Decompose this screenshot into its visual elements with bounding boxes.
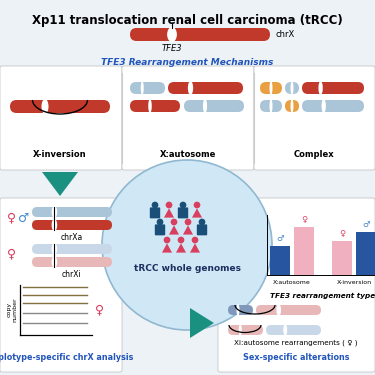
FancyBboxPatch shape	[228, 325, 263, 335]
FancyBboxPatch shape	[32, 207, 112, 217]
Circle shape	[164, 237, 170, 243]
Text: ♀: ♀	[301, 214, 307, 223]
Polygon shape	[164, 209, 174, 218]
FancyBboxPatch shape	[32, 257, 112, 267]
Circle shape	[157, 219, 164, 225]
Bar	[270, 246, 290, 275]
Polygon shape	[190, 308, 214, 338]
Text: Xi:autosome rearrangements ( ♀ ): Xi:autosome rearrangements ( ♀ )	[234, 340, 358, 346]
Ellipse shape	[188, 81, 193, 95]
Circle shape	[192, 237, 198, 243]
Ellipse shape	[321, 99, 326, 113]
Text: tRCC whole genomes: tRCC whole genomes	[134, 264, 240, 273]
FancyBboxPatch shape	[266, 325, 321, 335]
Text: chrX: chrX	[276, 30, 295, 39]
Circle shape	[102, 160, 272, 330]
Circle shape	[171, 219, 177, 225]
Ellipse shape	[52, 256, 57, 268]
FancyBboxPatch shape	[285, 100, 299, 112]
Ellipse shape	[318, 81, 323, 95]
Ellipse shape	[237, 304, 240, 316]
Text: Sex-specific alterations: Sex-specific alterations	[243, 353, 349, 362]
FancyBboxPatch shape	[0, 198, 122, 372]
FancyBboxPatch shape	[197, 224, 207, 236]
Text: TFE3: TFE3	[162, 44, 182, 53]
FancyBboxPatch shape	[254, 66, 375, 170]
FancyBboxPatch shape	[32, 220, 112, 230]
Text: X-inversion: X-inversion	[336, 280, 372, 285]
Polygon shape	[42, 172, 78, 196]
Text: ♂: ♂	[18, 211, 30, 225]
FancyBboxPatch shape	[122, 66, 254, 170]
Text: ♀: ♀	[8, 211, 16, 225]
Ellipse shape	[276, 304, 281, 316]
Ellipse shape	[291, 81, 294, 95]
Text: TFE3 Rearrangement Mechanisms: TFE3 Rearrangement Mechanisms	[101, 58, 273, 67]
Circle shape	[152, 202, 158, 208]
FancyBboxPatch shape	[130, 100, 180, 112]
FancyBboxPatch shape	[218, 198, 375, 372]
FancyBboxPatch shape	[302, 100, 364, 112]
FancyBboxPatch shape	[178, 207, 188, 218]
Ellipse shape	[291, 99, 294, 113]
FancyBboxPatch shape	[0, 66, 122, 170]
Text: ♀: ♀	[95, 303, 105, 316]
FancyBboxPatch shape	[10, 100, 110, 113]
Text: Xp11 translocation renal cell carcinoma (tRCC): Xp11 translocation renal cell carcinoma …	[32, 14, 342, 27]
Text: ♂: ♂	[276, 234, 284, 243]
Text: X:autosome: X:autosome	[273, 280, 311, 285]
Circle shape	[180, 202, 186, 208]
Text: ♀: ♀	[339, 229, 345, 238]
Circle shape	[194, 202, 200, 208]
Polygon shape	[176, 243, 186, 253]
FancyBboxPatch shape	[184, 100, 244, 112]
Text: ♂: ♂	[362, 220, 370, 229]
FancyBboxPatch shape	[260, 100, 282, 112]
Polygon shape	[162, 243, 172, 253]
Ellipse shape	[167, 27, 177, 42]
FancyBboxPatch shape	[285, 82, 299, 94]
Text: chrXa: chrXa	[61, 233, 83, 242]
Ellipse shape	[284, 324, 287, 336]
Ellipse shape	[270, 99, 273, 113]
FancyBboxPatch shape	[228, 305, 253, 315]
FancyBboxPatch shape	[256, 305, 321, 315]
Text: ♀: ♀	[8, 248, 16, 261]
Polygon shape	[183, 225, 193, 235]
FancyBboxPatch shape	[130, 28, 270, 41]
Ellipse shape	[203, 99, 207, 113]
Bar	[332, 241, 352, 275]
Polygon shape	[192, 209, 202, 218]
Circle shape	[166, 202, 172, 208]
Text: Complex: Complex	[294, 150, 334, 159]
Text: TFE3 rearrangement type: TFE3 rearrangement type	[270, 293, 375, 299]
Text: Haplotype-specific chrX analysis: Haplotype-specific chrX analysis	[0, 353, 134, 362]
Circle shape	[178, 237, 184, 243]
FancyBboxPatch shape	[150, 207, 160, 218]
Ellipse shape	[141, 81, 144, 95]
Text: copy
number: copy number	[7, 297, 17, 322]
FancyBboxPatch shape	[260, 82, 282, 94]
Ellipse shape	[52, 219, 57, 231]
Ellipse shape	[148, 99, 152, 113]
FancyBboxPatch shape	[130, 82, 165, 94]
Text: X:autosome: X:autosome	[160, 150, 216, 159]
Text: X-inversion: X-inversion	[33, 150, 87, 159]
Ellipse shape	[52, 206, 57, 218]
Ellipse shape	[42, 99, 48, 114]
FancyBboxPatch shape	[32, 244, 112, 254]
Circle shape	[199, 219, 206, 225]
FancyBboxPatch shape	[168, 82, 243, 94]
FancyBboxPatch shape	[155, 224, 165, 236]
Ellipse shape	[270, 81, 273, 95]
Text: chrXi: chrXi	[62, 270, 82, 279]
Ellipse shape	[52, 243, 57, 255]
Polygon shape	[190, 243, 200, 253]
Bar	[294, 226, 314, 275]
Circle shape	[184, 219, 191, 225]
Polygon shape	[169, 225, 179, 235]
Bar	[356, 232, 375, 275]
Ellipse shape	[239, 324, 242, 336]
FancyBboxPatch shape	[302, 82, 364, 94]
